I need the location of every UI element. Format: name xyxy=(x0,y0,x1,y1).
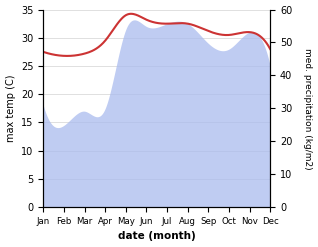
X-axis label: date (month): date (month) xyxy=(118,231,196,242)
Y-axis label: med. precipitation (kg/m2): med. precipitation (kg/m2) xyxy=(303,48,313,169)
Y-axis label: max temp (C): max temp (C) xyxy=(5,75,16,142)
